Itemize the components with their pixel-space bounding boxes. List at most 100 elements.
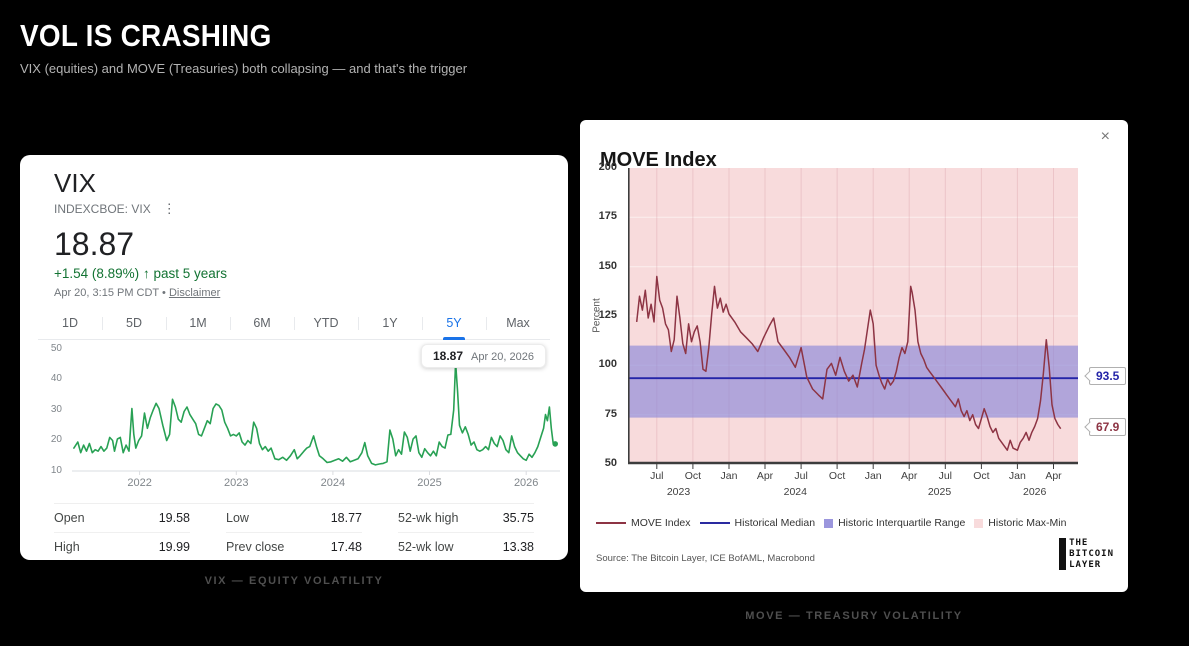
vix-change-value: +1.54 (8.89%) — [54, 265, 140, 281]
move-x-tick: Oct — [973, 470, 990, 482]
vix-x-tick: 2022 — [127, 476, 152, 489]
tab-5d[interactable]: 5D — [102, 308, 166, 339]
vix-x-tick: 2025 — [417, 476, 442, 489]
vix-line-chart[interactable] — [72, 349, 564, 481]
vix-stats: Open 19.58 Low 18.77 52-wk high 35.75 Hi… — [54, 502, 534, 561]
overflow-menu-icon[interactable]: ⋮ — [162, 200, 176, 216]
tab-ytd[interactable]: YTD — [294, 308, 358, 339]
tab-max[interactable]: Max — [486, 308, 550, 339]
last-value-callout: 67.9 — [1089, 417, 1127, 436]
move-y-tick: 100 — [598, 358, 617, 371]
legend-label: Historical Median — [734, 517, 816, 529]
move-x-tick: Apr — [901, 470, 918, 482]
stat-label: Prev close — [226, 539, 285, 554]
vix-card-header: VIX INDEXCBOE: VIX ⋮ 18.87 +1.54 (8.89%)… — [20, 155, 568, 299]
stat-value: 17.48 — [330, 539, 362, 554]
legend-label: Historic Max-Min — [988, 517, 1067, 529]
tab-6m[interactable]: 6M — [230, 308, 294, 339]
logo-line: THE — [1069, 538, 1089, 548]
move-legend: MOVE Index Historical Median Historic In… — [596, 517, 1066, 529]
vix-change: +1.54 (8.89%) ↑ past 5 years — [54, 266, 534, 281]
stat-label: Open — [54, 510, 85, 525]
legend-max-min: Historic Max-Min — [974, 517, 1066, 529]
vix-timestamp-row: Apr 20, 3:15 PM CDT • Disclaimer — [54, 287, 534, 299]
stat-52wk-low: 52-wk low 13.38 — [398, 533, 534, 561]
legend-historical-median: Historical Median — [699, 517, 816, 529]
move-x-tick: Apr — [756, 470, 774, 482]
up-arrow-icon: ↑ — [142, 265, 150, 281]
tab-5y-active[interactable]: 5Y — [422, 308, 486, 339]
stat-label: High — [54, 539, 80, 554]
vix-name: VIX — [54, 168, 96, 198]
move-x-tick: Jul — [650, 470, 664, 482]
stat-value: 19.58 — [158, 510, 190, 525]
move-line-chart[interactable] — [628, 168, 1078, 474]
move-x-tick: Jan — [720, 470, 738, 482]
move-x-tick: Jan — [1008, 470, 1026, 482]
vix-change-period: past 5 years — [153, 265, 228, 281]
page-subtitle: VIX (equities) and MOVE (Treasuries) bot… — [20, 61, 468, 76]
stat-low: Low 18.77 — [226, 504, 362, 533]
vix-y-tick: 10 — [50, 464, 62, 476]
move-year-label: 2025 — [927, 486, 952, 498]
move-x-tick: Oct — [828, 470, 846, 482]
move-y-tick: 125 — [598, 309, 617, 321]
vix-caption: VIX — EQUITY VOLATILITY — [204, 575, 384, 587]
move-y-tick: 175 — [598, 210, 617, 223]
vix-y-tick: 50 — [50, 342, 62, 354]
vix-price: 18.87 — [54, 225, 135, 262]
stat-value: 13.38 — [502, 539, 534, 554]
stat-value: 35.75 — [502, 510, 534, 525]
stat-label: 52-wk high — [398, 510, 459, 525]
move-year-label: 2026 — [1023, 486, 1047, 498]
legend-square-swatch — [824, 518, 834, 528]
stat-open: Open 19.58 — [54, 504, 190, 533]
move-y-tick: 50 — [604, 457, 617, 469]
legend-line-swatch — [699, 522, 730, 524]
move-y-tick: 75 — [604, 407, 617, 420]
stat-label: Low — [226, 510, 249, 525]
stat-value: 18.77 — [330, 510, 362, 525]
source-note: Source: The Bitcoin Layer, ICE BofAML, M… — [596, 553, 815, 564]
move-x-tick: Oct — [684, 470, 702, 482]
vix-timestamp: Apr 20, 3:15 PM CDT — [54, 286, 159, 299]
vix-chart-tooltip: 18.87 Apr 20, 2026 — [420, 343, 546, 368]
vix-y-tick: 30 — [50, 403, 62, 415]
page-title: VOL IS CRASHING — [20, 18, 272, 53]
move-y-ticks: 200 175 150 125 100 75 50 — [580, 161, 622, 469]
move-y-tick: 200 — [598, 161, 617, 173]
logo-bar — [1059, 538, 1067, 571]
bitcoin-layer-logo: THE BITCOIN LAYER — [1059, 538, 1114, 571]
stat-label: 52-wk low — [398, 539, 454, 554]
vix-card: VIX INDEXCBOE: VIX ⋮ 18.87 +1.54 (8.89%)… — [20, 155, 568, 560]
tab-1d[interactable]: 1D — [62, 315, 78, 330]
move-y-tick: 150 — [598, 259, 617, 272]
tab-1y[interactable]: 1Y — [358, 308, 422, 339]
vix-y-tick: 40 — [50, 373, 62, 385]
stat-prev-close: Prev close 17.48 — [226, 533, 362, 561]
disclaimer-link[interactable]: Disclaimer — [168, 286, 221, 299]
vix-chart[interactable]: 18.87 Apr 20, 2026 50 40 30 20 10 2022 2023 202… — [36, 342, 560, 499]
vix-ticker: INDEXCBOE: VIX — [54, 201, 151, 216]
close-icon[interactable]: × — [1100, 128, 1110, 145]
logo-line: BITCOIN — [1069, 548, 1114, 559]
move-x-tick: Jul — [938, 470, 953, 482]
move-x-tick: Jan — [864, 470, 882, 482]
move-year-label: 2024 — [783, 486, 807, 498]
move-x-tick: Apr — [1045, 470, 1062, 482]
vix-y-tick: 20 — [50, 434, 62, 446]
tooltip-date: Apr 20, 2026 — [471, 350, 534, 363]
legend-label: Historic Interquartile Range — [838, 517, 966, 529]
vix-ticker-row: INDEXCBOE: VIX ⋮ — [54, 201, 534, 217]
legend-line-swatch — [596, 522, 626, 524]
vix-x-tick: 2026 — [513, 476, 539, 489]
vix-x-tick: 2024 — [320, 476, 346, 489]
legend-label: MOVE Index — [631, 517, 691, 529]
move-card: MOVE Index × Percent 200 175 150 125 100 75 50… — [580, 120, 1128, 592]
slide-header: VOL IS CRASHING VIX (equities) and MOVE … — [20, 18, 467, 76]
move-caption: MOVE — TREASURY VOLATILITY — [745, 610, 963, 622]
move-x-tick: Jul — [794, 470, 808, 482]
stat-52wk-high: 52-wk high 35.75 — [398, 504, 534, 533]
tab-1m[interactable]: 1M — [166, 308, 230, 339]
